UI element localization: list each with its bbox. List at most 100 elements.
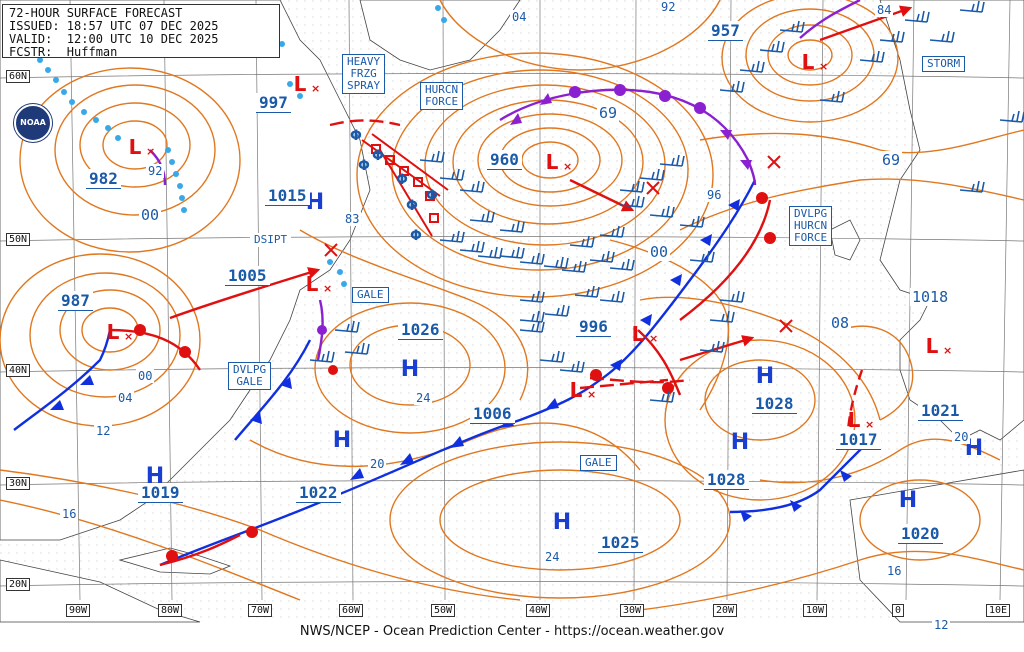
isobar-label: 00 [136, 369, 155, 383]
wind-barb [859, 50, 885, 63]
wind-barb [561, 260, 587, 273]
low-pressure-value: 997 [256, 93, 291, 113]
wind-barbs [309, 0, 1024, 403]
longitude-label: 50W [431, 604, 456, 617]
meridian-line [633, 0, 637, 601]
low-pressure-value: 987 [58, 291, 93, 311]
low-pressure-value: 982 [86, 169, 121, 189]
low-center-mark: × [311, 82, 320, 95]
high-pressure-value: 1015 [265, 186, 310, 206]
wind-barb [499, 246, 525, 259]
high-pressure-value: 1028 [704, 470, 749, 490]
high-pressure-symbol: H [401, 357, 419, 382]
wind-barb [779, 20, 805, 33]
low-pressure-symbol: L [107, 320, 120, 344]
svg-text:Φ: Φ [396, 172, 408, 188]
longitude-label: 10W [803, 604, 828, 617]
wind-barb [879, 30, 905, 43]
wind-barb [519, 290, 545, 303]
high-pressure-value: 1019 [138, 483, 183, 503]
wind-barb [819, 90, 845, 103]
wind-barb [439, 230, 465, 243]
wind-barb [477, 246, 503, 259]
wind-barb [599, 225, 625, 238]
isobar-label: 00 [648, 243, 671, 261]
low-pressure-value: 1022 [296, 483, 341, 503]
wind-barb [543, 256, 569, 269]
wind-barb [559, 360, 585, 373]
isobar-label: 1018 [910, 288, 951, 306]
isobar-label: 69 [880, 151, 903, 169]
header-issued: ISSUED: 18:57 UTC 07 DEC 2025 [9, 19, 219, 33]
high-pressure-value: 1028 [752, 394, 797, 414]
warning-label: STORM [922, 56, 966, 72]
high-pressure-symbol: H [731, 430, 749, 455]
wind-barb [699, 340, 725, 353]
isobar-label: 24 [414, 391, 433, 405]
isobar-label: 69 [597, 104, 620, 122]
longitude-label: 70W [248, 604, 273, 617]
wind-barb [419, 150, 445, 163]
wind-barb [649, 390, 675, 403]
isobar-label: 96 [705, 188, 724, 202]
latitude-label: 20N [6, 578, 31, 591]
low-pressure-symbol: L [570, 378, 583, 402]
svg-text:Φ: Φ [358, 158, 370, 174]
wind-barb [334, 320, 360, 333]
wind-barb [999, 110, 1024, 123]
wind-barb [929, 30, 955, 43]
wind-barb [539, 350, 565, 363]
low-pressure-value: 1006 [470, 404, 515, 424]
isobar-label: 92 [146, 164, 165, 178]
wind-barb [459, 240, 485, 253]
low-center-mark: × [563, 160, 572, 173]
noaa-logo: NOAA [14, 104, 52, 142]
isobar-label: 12 [932, 618, 951, 632]
wind-barb [519, 320, 545, 333]
svg-text:Φ: Φ [410, 228, 422, 244]
high-pressure-symbol: H [306, 190, 324, 215]
high-pressure-symbol: H [899, 488, 917, 513]
wind-barb [679, 215, 705, 228]
wind-barb [619, 180, 645, 193]
wind-barb [344, 342, 370, 355]
wind-barb [439, 168, 465, 181]
header-forecaster: FCSTR: Huffman [9, 45, 118, 59]
longitude-label: 20W [713, 604, 738, 617]
warning-label: DSIPT [250, 233, 292, 247]
wind-barb [959, 180, 985, 193]
isobar-label: 20 [952, 430, 971, 444]
isobar-label: 92 [659, 0, 678, 14]
occluded-marks [317, 84, 752, 335]
wind-barb [609, 258, 635, 271]
wind-barb [459, 180, 485, 193]
warning-label: GALE [580, 455, 617, 471]
wind-barb [689, 250, 715, 263]
high-pressure-value: 1020 [898, 524, 943, 544]
svg-text:Φ: Φ [426, 188, 438, 204]
wind-barb [519, 310, 545, 323]
wind-barb [499, 220, 525, 233]
warning-label: GALE [352, 287, 389, 303]
low-pressure-value: 1017 [836, 430, 881, 450]
wind-barb [599, 290, 625, 303]
low-pressure-symbol: L [848, 408, 861, 432]
isobar-label: 83 [343, 212, 362, 226]
wind-barb [619, 195, 645, 208]
longitude-label: 40W [526, 604, 551, 617]
wind-barb [659, 154, 685, 167]
latitude-label: 40N [6, 364, 31, 377]
isobar-label: 16 [60, 507, 79, 521]
longitude-label: 0 [892, 604, 905, 617]
parallel-line [0, 581, 1024, 587]
longitude-label: 60W [339, 604, 364, 617]
low-center-mark: × [124, 330, 133, 343]
cold-front-pips [50, 199, 852, 522]
high-pressure-symbol: H [756, 364, 774, 389]
low-center-mark: × [146, 145, 155, 158]
header-valid: VALID: 12:00 UTC 10 DEC 2025 [9, 32, 219, 46]
low-pressure-value: 1005 [225, 266, 270, 286]
wind-barb [739, 60, 765, 73]
